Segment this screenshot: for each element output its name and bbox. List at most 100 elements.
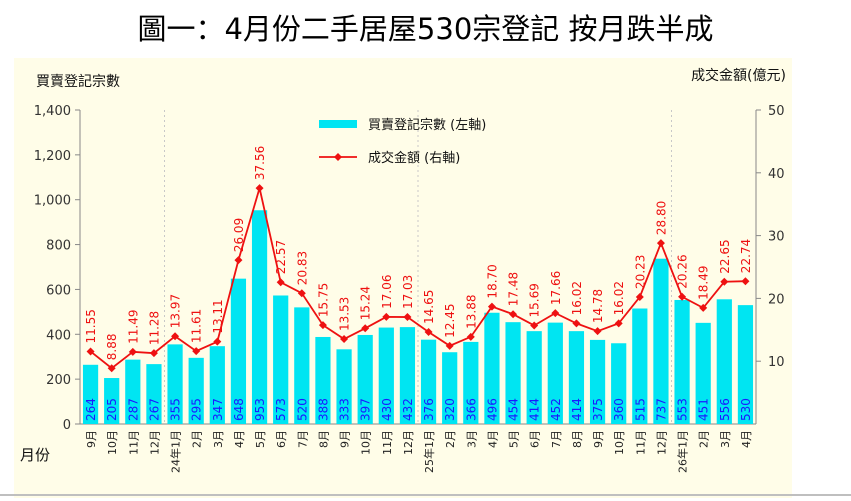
left-tick-label: 1,400	[34, 104, 71, 119]
category-label: 24年1月	[169, 430, 183, 473]
category-label: 3月	[719, 430, 732, 448]
category-label: 3月	[212, 430, 225, 448]
category-label: 11月	[634, 430, 647, 455]
bar-value-label: 648	[232, 398, 246, 421]
bar	[146, 364, 162, 424]
line-value-label: 11.61	[190, 309, 204, 343]
line-value-label: 13.97	[169, 294, 183, 328]
legend-bar-label: 買賣登記宗數 (左軸)	[368, 117, 486, 133]
category-label: 2月	[191, 430, 204, 448]
left-tick-label: 200	[46, 373, 71, 388]
y2-axis-title: 成交金額(億元)	[691, 67, 786, 84]
left-tick-label: 800	[46, 239, 71, 254]
bottom-divider	[0, 494, 851, 496]
line-point	[424, 327, 433, 336]
bar	[273, 295, 289, 424]
category-label: 6月	[275, 430, 288, 448]
category-label: 9月	[85, 430, 98, 448]
bar	[653, 258, 669, 424]
category-label: 10月	[613, 430, 626, 455]
category-label: 5月	[254, 430, 267, 448]
bar	[484, 312, 500, 424]
chart-area: 0 200 400 600 800 1,000 1,200 1,400 10 20 30 40 50 買賣…	[14, 58, 792, 498]
bar	[547, 322, 563, 424]
bar	[82, 364, 99, 424]
bar-value-label: 414	[570, 398, 584, 421]
bar-value-label: 205	[105, 398, 119, 421]
bar	[420, 339, 437, 424]
line-value-label: 13.53	[338, 297, 352, 331]
line-value-label: 17.06	[380, 275, 394, 309]
line-point	[382, 312, 391, 321]
line-point	[149, 349, 158, 358]
category-label: 3月	[465, 430, 478, 448]
category-label: 12月	[148, 430, 161, 455]
line-point	[213, 337, 222, 346]
line-value-label: 22.74	[739, 239, 753, 273]
bar-value-label: 388	[316, 398, 330, 421]
bar	[632, 308, 648, 424]
line-value-label: 17.66	[549, 271, 563, 305]
category-label: 10月	[360, 430, 373, 455]
line-value-label: 26.09	[232, 218, 246, 252]
line-point	[171, 332, 180, 341]
line-value-label: 20.26	[676, 254, 690, 288]
bar	[716, 299, 732, 424]
amount-line	[90, 184, 746, 370]
bar-value-label: 737	[654, 398, 668, 421]
line-point	[593, 327, 602, 336]
category-label: 12月	[655, 430, 668, 455]
line-point	[107, 364, 116, 373]
bar	[463, 341, 479, 424]
bar-value-label: 295	[190, 398, 204, 421]
bar-value-label: 556	[718, 398, 732, 421]
line-point	[340, 335, 349, 344]
category-label: 11月	[381, 430, 394, 455]
legend-line-marker	[334, 153, 342, 161]
line-value-label: 11.28	[147, 311, 161, 345]
bar	[399, 327, 416, 424]
bar-value-label: 530	[739, 398, 753, 421]
line-point	[128, 347, 137, 356]
line-value-label: 15.24	[359, 286, 373, 320]
line-value-label: 16.02	[570, 281, 584, 315]
line-value-label: 13.88	[464, 294, 478, 328]
bar-value-label: 267	[147, 398, 161, 421]
bar-value-label: 397	[359, 398, 373, 421]
line-value-label: 14.78	[591, 289, 605, 323]
category-label: 4月	[486, 430, 499, 448]
line-point	[86, 347, 95, 356]
line-point	[445, 341, 454, 350]
left-tick-label: 0	[63, 418, 71, 433]
category-label: 7月	[550, 430, 563, 448]
bar	[315, 336, 331, 424]
line-point	[255, 184, 264, 193]
bar-value-label: 520	[295, 398, 309, 421]
line-value-label: 18.70	[485, 264, 499, 298]
bar	[505, 322, 521, 424]
left-tick-label: 600	[46, 283, 71, 298]
bar	[442, 352, 458, 424]
line-value-label: 15.69	[528, 283, 542, 317]
category-label: 11月	[127, 430, 140, 455]
line-value-label: 14.65	[422, 290, 436, 324]
line-point	[318, 321, 327, 330]
line-point	[509, 310, 518, 319]
bar-value-label: 496	[485, 398, 499, 421]
bar	[209, 346, 225, 424]
bar-value-label: 376	[422, 398, 436, 421]
bar-value-label: 320	[443, 398, 457, 421]
bar-value-label: 953	[253, 398, 267, 421]
bar	[336, 349, 352, 424]
bar-value-label: 515	[633, 398, 647, 421]
bar	[357, 334, 373, 424]
category-label: 25年1月	[422, 430, 436, 473]
line-value-label: 22.57	[274, 240, 288, 274]
line-point	[361, 324, 370, 333]
x-axis-title: 月份	[20, 446, 50, 464]
y-axis-title: 買賣登記宗數	[36, 73, 120, 90]
line-value-label: 18.49	[697, 266, 711, 300]
legend-line-label: 成交金額 (右軸)	[368, 150, 460, 166]
bar	[737, 305, 754, 424]
category-label: 5月	[508, 430, 521, 448]
